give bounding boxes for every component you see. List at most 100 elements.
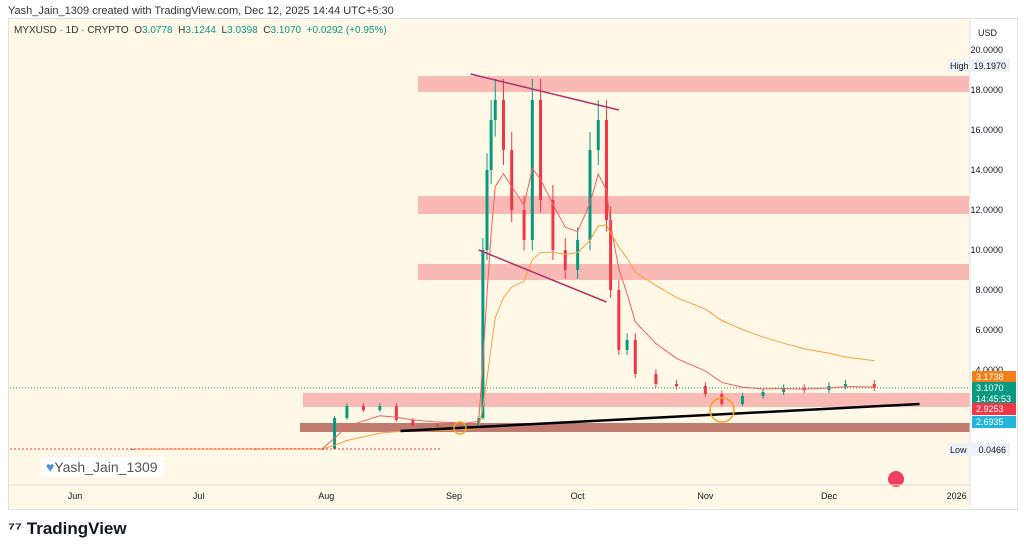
high-value: 3.1244 <box>185 25 216 36</box>
highlight-circle <box>709 397 735 423</box>
y-tick-label: 12.0000 <box>970 205 1003 215</box>
x-tick-label: Dec <box>821 491 838 501</box>
high-value: 19.1970 <box>973 61 1006 71</box>
candle-body <box>625 340 629 350</box>
candle-body <box>493 100 497 120</box>
open-value: 3.0778 <box>142 25 173 36</box>
candle-body <box>588 150 592 240</box>
price-tag-value: 2.9253 <box>976 404 1004 414</box>
candle-body <box>782 388 786 392</box>
price-tag <box>972 382 1016 404</box>
moving-average-slow <box>132 224 875 450</box>
high-marker <box>948 59 1010 72</box>
chart-credit: Yash_Jain_1309 created with TradingView.… <box>8 5 394 17</box>
flag-icon <box>888 471 904 487</box>
price-tag-value: 3.1738 <box>976 372 1004 382</box>
author-watermark: ♥Yash_Jain_1309 <box>40 457 164 477</box>
candle-body <box>576 240 580 270</box>
symbol[interactable]: MYXUSD · 1D · CRYPTO <box>14 25 129 36</box>
y-tick-label: 6.0000 <box>975 325 1003 335</box>
low-label: L <box>221 25 228 36</box>
candle-body <box>563 250 567 270</box>
candle-body <box>609 220 613 290</box>
high-label: High <box>950 61 969 71</box>
y-tick-label: 14.0000 <box>970 165 1003 175</box>
highlight-circle <box>453 421 467 435</box>
low-value: 3.0398 <box>227 25 258 36</box>
price-tag-value: 3.1070 <box>976 383 1004 393</box>
y-tick-label: 18.0000 <box>970 85 1003 95</box>
x-tick-label: Sep <box>446 491 462 501</box>
candle-body <box>872 384 876 388</box>
price-tag <box>972 403 1016 415</box>
candle-body <box>703 386 707 394</box>
close-value: 3.1070 <box>270 25 302 36</box>
candle-body <box>633 340 637 374</box>
candle-body <box>485 170 489 250</box>
resistance-zone <box>418 264 969 280</box>
ohlc-legend: MYXUSD · 1D · CRYPTO O3.0778 H3.1244 L3.… <box>14 25 387 36</box>
candle-body <box>411 420 415 425</box>
candle-body <box>596 120 600 150</box>
heart-icon: ♥ <box>46 459 55 475</box>
x-tick-label: Jun <box>68 491 83 501</box>
y-tick-label: 10.0000 <box>970 245 1003 255</box>
candle-body <box>843 384 847 386</box>
trendline <box>400 402 920 433</box>
candle-body <box>345 406 349 418</box>
x-tick-label: Aug <box>318 491 334 501</box>
trendline <box>478 249 607 303</box>
x-tick-label: Oct <box>571 491 586 501</box>
candle-body <box>761 392 765 396</box>
currency-label: USD <box>978 28 998 38</box>
candle-body <box>394 406 398 420</box>
candle-body <box>522 210 526 240</box>
close-label: C <box>263 25 271 36</box>
x-tick-label: Jul <box>193 491 205 501</box>
price-tag <box>972 371 1016 383</box>
candle-body <box>654 374 658 384</box>
candle-body <box>510 150 514 210</box>
y-tick-label: 4.0000 <box>975 365 1003 375</box>
candle-body <box>464 425 468 426</box>
candle-body <box>720 394 724 404</box>
price-tag <box>972 416 1016 428</box>
candle-body <box>617 290 621 350</box>
open-label: O <box>134 25 142 36</box>
high-label: H <box>178 25 186 36</box>
tradingview-logo[interactable]: ⁷⁷ TradingView <box>8 519 127 539</box>
moving-average-fast <box>132 167 875 450</box>
low-label: Low <box>950 445 967 455</box>
candle-body <box>501 100 505 150</box>
resistance-zone <box>418 196 969 214</box>
y-tick-label: 8.0000 <box>975 285 1003 295</box>
candle-body <box>489 120 493 170</box>
resistance-zone <box>418 76 969 92</box>
candle-body <box>361 406 365 410</box>
candle-body <box>333 418 337 449</box>
trendline <box>470 73 620 111</box>
low-value: 0.0466 <box>978 445 1006 455</box>
candle-body <box>740 396 744 404</box>
tv-logo-icon: ⁷⁷ <box>8 519 27 538</box>
y-tick-label: 20.0000 <box>970 45 1003 55</box>
candle-body <box>539 100 543 200</box>
y-tick-label: 16.0000 <box>970 125 1003 135</box>
price-tag-value: 2.6935 <box>976 417 1004 427</box>
resistance-zone <box>303 393 970 407</box>
candle-body <box>481 250 485 418</box>
x-tick-label: Nov <box>697 491 714 501</box>
candle-body <box>131 449 135 450</box>
brand-text: TradingView <box>26 519 127 538</box>
candle-body <box>604 120 608 220</box>
x-tick-label: 2026 <box>947 491 967 501</box>
candle-body <box>675 384 679 386</box>
support-band <box>300 423 970 432</box>
watermark-text: Yash_Jain_1309 <box>54 459 158 475</box>
change-value: +0.0292 (+0.95%) <box>306 25 387 36</box>
candle-body <box>436 425 440 426</box>
countdown-timer: 14:45:53 <box>976 394 1011 404</box>
candle-body <box>378 406 382 410</box>
candle-body <box>551 200 555 250</box>
